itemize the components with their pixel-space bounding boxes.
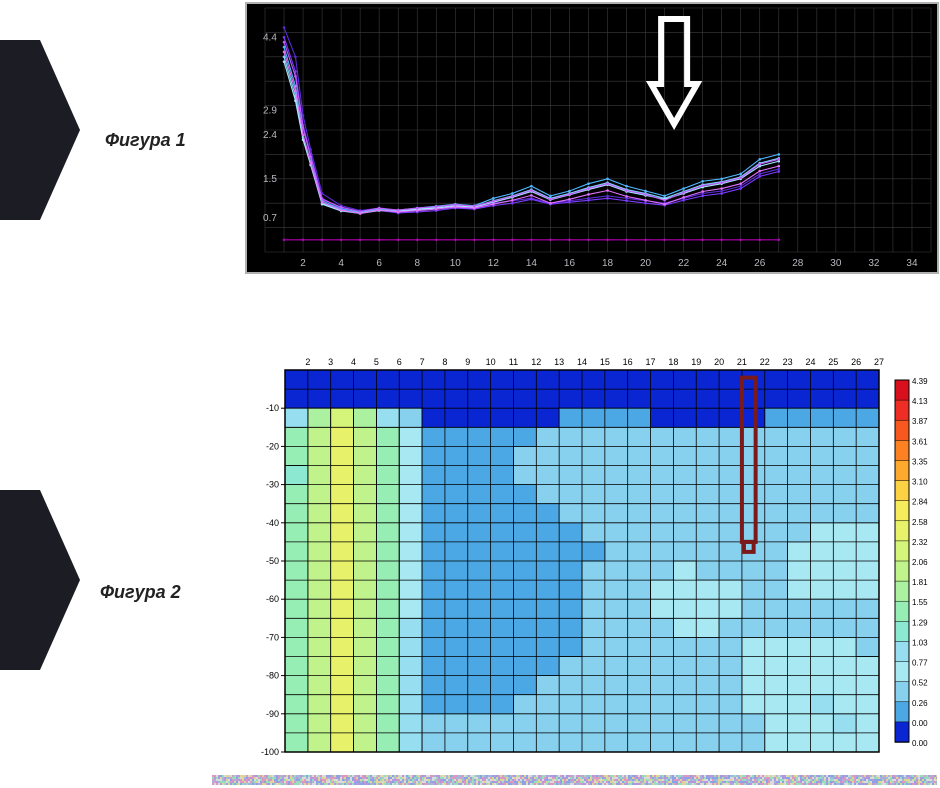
chart1-container: 2468101214161820222426283032340.71.52.42… <box>245 2 939 274</box>
svg-text:3.10: 3.10 <box>912 478 928 487</box>
svg-text:-100: -100 <box>261 747 279 757</box>
chart2-svg: 2345678910111213141516171819202122232425… <box>245 350 939 760</box>
svg-text:30: 30 <box>830 258 842 269</box>
svg-text:28: 28 <box>792 258 804 269</box>
svg-text:0.7: 0.7 <box>263 213 277 224</box>
svg-text:18: 18 <box>602 258 614 269</box>
svg-text:24: 24 <box>716 258 728 269</box>
svg-text:23: 23 <box>783 357 793 367</box>
svg-text:8: 8 <box>414 258 420 269</box>
svg-text:19: 19 <box>691 357 701 367</box>
svg-text:6: 6 <box>376 258 382 269</box>
svg-text:34: 34 <box>906 258 918 269</box>
svg-text:4: 4 <box>351 357 356 367</box>
figure2-label: Фигура 2 <box>100 582 181 603</box>
svg-text:1.81: 1.81 <box>912 578 928 587</box>
svg-text:1.29: 1.29 <box>912 618 928 627</box>
section-pointer-2 <box>0 490 80 670</box>
svg-text:11: 11 <box>509 357 518 367</box>
svg-text:8: 8 <box>442 357 447 367</box>
svg-text:13: 13 <box>554 357 564 367</box>
svg-text:0.00: 0.00 <box>912 719 928 728</box>
svg-text:3.35: 3.35 <box>912 457 928 466</box>
svg-text:25: 25 <box>828 357 838 367</box>
svg-text:26: 26 <box>851 357 861 367</box>
svg-text:22: 22 <box>760 357 770 367</box>
svg-text:1.03: 1.03 <box>912 638 928 647</box>
svg-text:-20: -20 <box>266 441 279 451</box>
svg-text:5: 5 <box>374 357 379 367</box>
svg-text:7: 7 <box>420 357 425 367</box>
figure1-label: Фигура 1 <box>105 130 186 151</box>
svg-text:3: 3 <box>328 357 333 367</box>
chart1-svg: 2468101214161820222426283032340.71.52.42… <box>247 4 937 272</box>
svg-text:32: 32 <box>868 258 880 269</box>
svg-text:2: 2 <box>305 357 310 367</box>
svg-text:16: 16 <box>623 357 633 367</box>
svg-text:-80: -80 <box>266 671 279 681</box>
svg-text:4: 4 <box>338 258 344 269</box>
svg-text:15: 15 <box>600 357 610 367</box>
svg-text:0.26: 0.26 <box>912 699 928 708</box>
svg-text:18: 18 <box>668 357 678 367</box>
svg-text:6: 6 <box>397 357 402 367</box>
svg-text:-60: -60 <box>266 594 279 604</box>
svg-text:4.39: 4.39 <box>912 377 928 386</box>
svg-text:10: 10 <box>486 357 496 367</box>
svg-text:2.4: 2.4 <box>263 130 277 141</box>
svg-text:-40: -40 <box>266 518 279 528</box>
svg-text:1.55: 1.55 <box>912 598 928 607</box>
svg-text:3.87: 3.87 <box>912 417 928 426</box>
svg-text:26: 26 <box>754 258 766 269</box>
svg-text:1.5: 1.5 <box>263 174 277 185</box>
svg-text:-90: -90 <box>266 709 279 719</box>
svg-text:12: 12 <box>531 357 541 367</box>
svg-text:20: 20 <box>640 258 652 269</box>
svg-text:0.52: 0.52 <box>912 679 928 688</box>
svg-text:21: 21 <box>737 357 747 367</box>
svg-text:9: 9 <box>465 357 470 367</box>
svg-text:4.4: 4.4 <box>263 32 277 43</box>
svg-text:0.00: 0.00 <box>912 739 928 748</box>
svg-text:-10: -10 <box>266 403 279 413</box>
svg-text:2.06: 2.06 <box>912 558 928 567</box>
svg-text:2.32: 2.32 <box>912 538 928 547</box>
svg-text:2.9: 2.9 <box>263 105 277 116</box>
section-pointer-1 <box>0 40 80 220</box>
svg-text:20: 20 <box>714 357 724 367</box>
svg-text:2.84: 2.84 <box>912 498 928 507</box>
svg-text:22: 22 <box>678 258 690 269</box>
svg-text:17: 17 <box>646 357 656 367</box>
svg-text:27: 27 <box>874 357 884 367</box>
svg-text:24: 24 <box>805 357 815 367</box>
svg-text:2.58: 2.58 <box>912 518 928 527</box>
svg-text:2: 2 <box>300 258 306 269</box>
svg-text:14: 14 <box>526 258 538 269</box>
svg-text:4.13: 4.13 <box>912 397 928 406</box>
svg-text:-70: -70 <box>266 632 279 642</box>
svg-text:10: 10 <box>450 258 462 269</box>
noise-strip <box>212 775 937 785</box>
svg-text:-30: -30 <box>266 480 279 490</box>
svg-text:-50: -50 <box>266 556 279 566</box>
svg-text:12: 12 <box>488 258 500 269</box>
svg-text:16: 16 <box>564 258 576 269</box>
svg-text:0.77: 0.77 <box>912 659 928 668</box>
chart2-container: 2345678910111213141516171819202122232425… <box>245 350 939 760</box>
svg-text:3.61: 3.61 <box>912 437 928 446</box>
svg-text:14: 14 <box>577 357 587 367</box>
